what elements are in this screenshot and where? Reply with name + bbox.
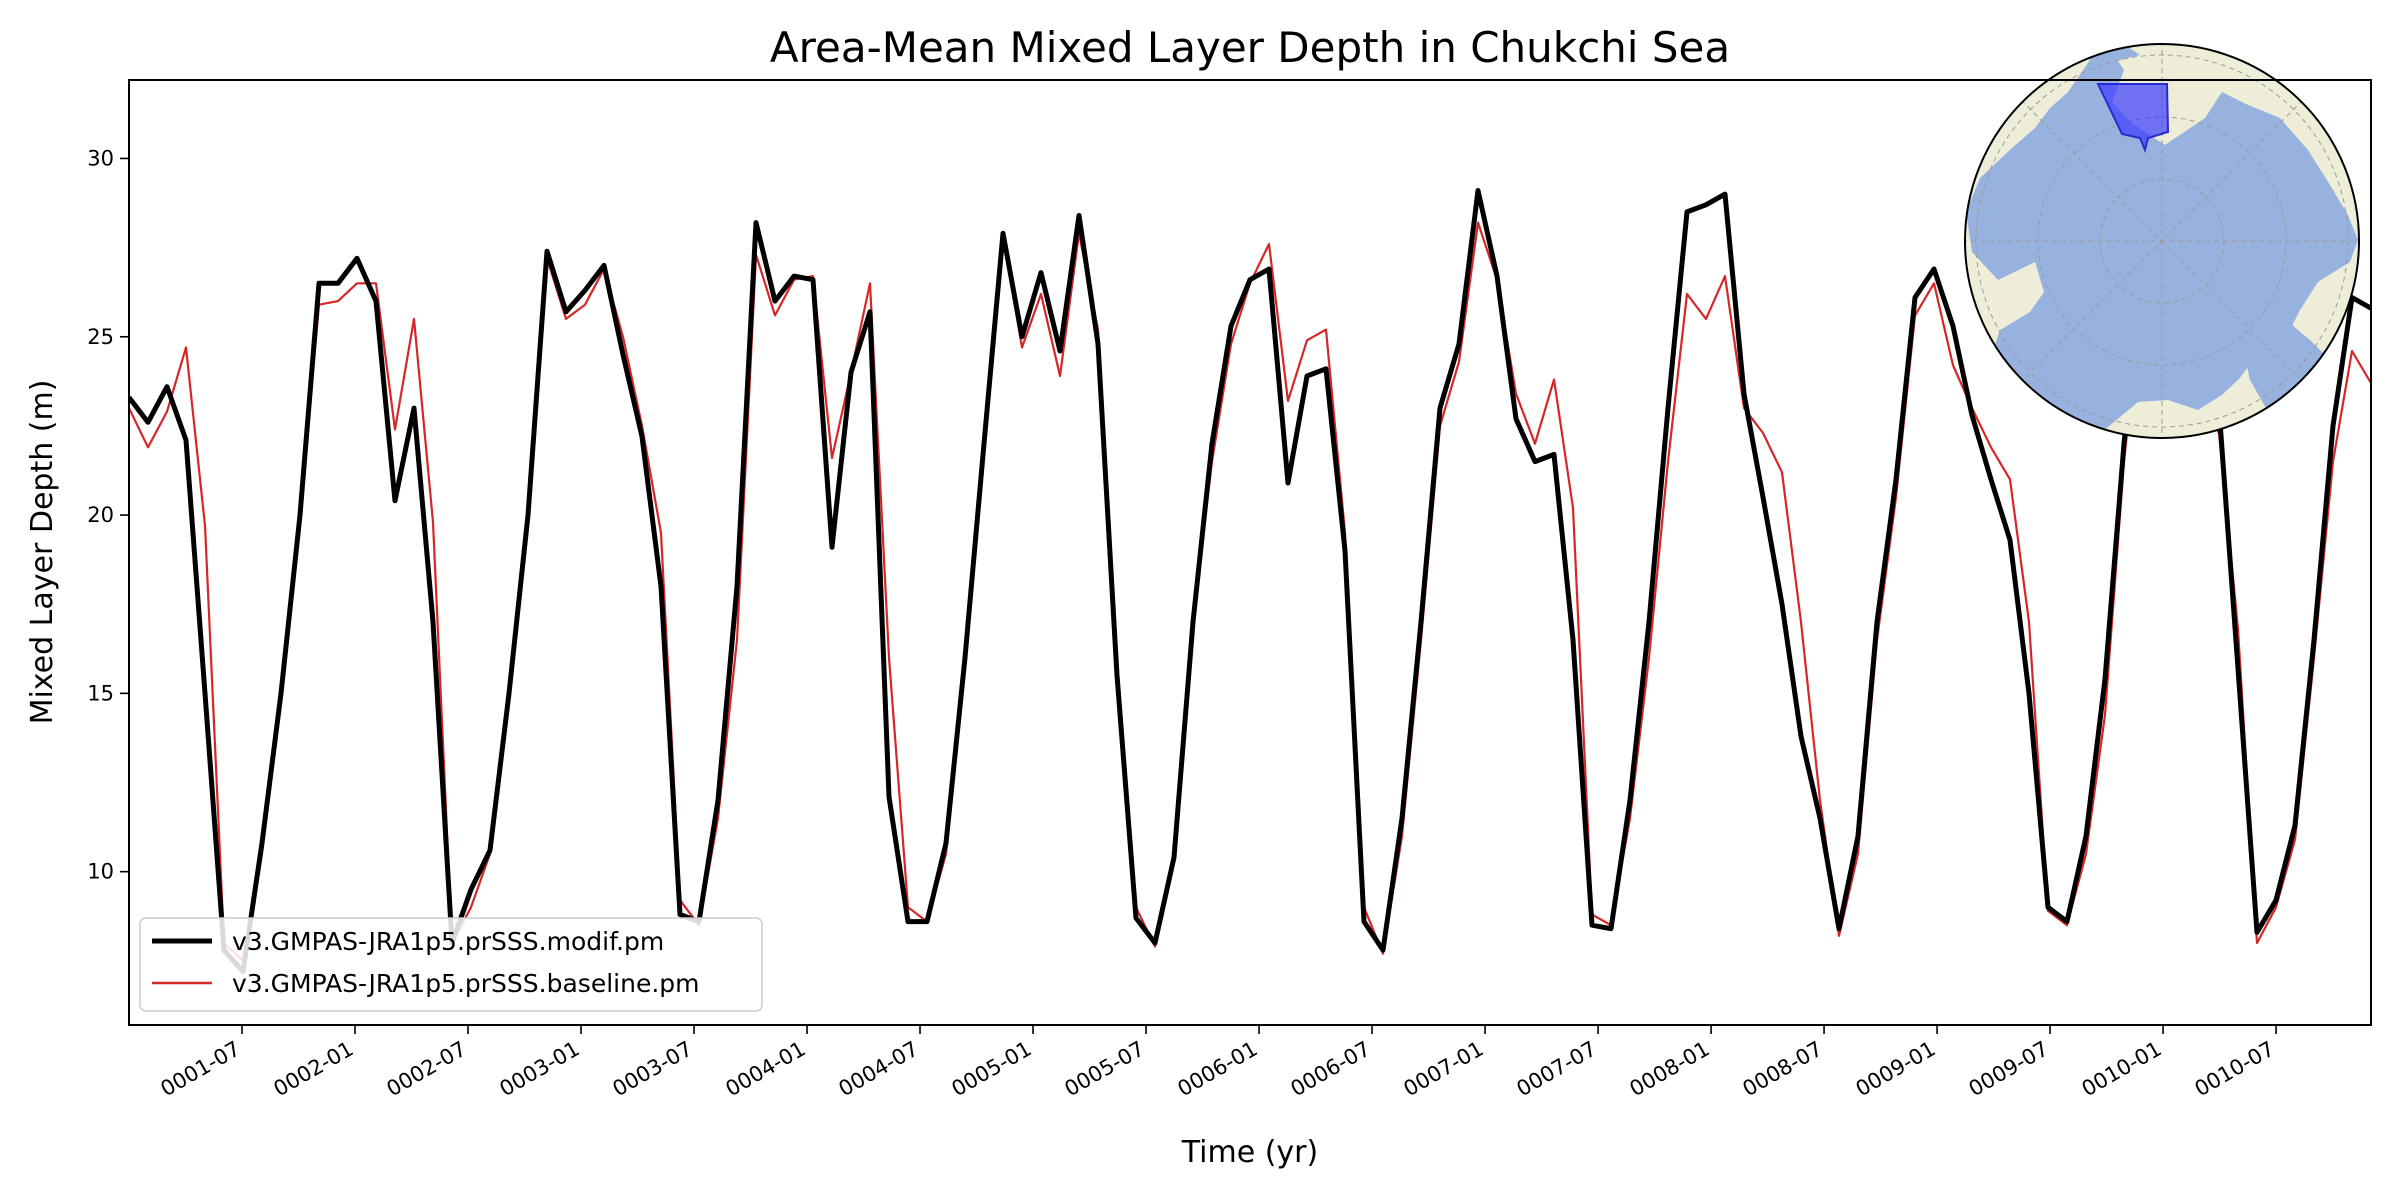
y-tick-label: 15: [87, 681, 114, 705]
series-line-modif: [129, 188, 2371, 974]
legend-label-modif: v3.GMPAS-JRA1p5.prSSS.modif.pm: [232, 927, 664, 956]
y-tick-label: 20: [87, 503, 114, 527]
plot-frame: [128, 79, 2372, 1026]
chukchi-sea-region: [2096, 83, 2170, 154]
chart-title: Area-Mean Mixed Layer Depth in Chukchi S…: [770, 23, 1730, 72]
legend-box: [139, 917, 763, 1012]
map-graticule: [1965, 44, 2359, 438]
data-series: [129, 188, 2371, 974]
x-axis-title: Time (yr): [1181, 1135, 1318, 1170]
legend-label-baseline: v3.GMPAS-JRA1p5.prSSS.baseline.pm: [232, 969, 700, 998]
y-tick-label: 30: [87, 146, 114, 170]
y-tick-label: 25: [87, 325, 114, 349]
y-tick-label: 10: [87, 860, 114, 884]
y-axis-title: Mixed Layer Depth (m): [25, 380, 60, 725]
legend: v3.GMPAS-JRA1p5.prSSS.modif.pm v3.GMPAS-…: [139, 917, 763, 1012]
arctic-inset-map: [1964, 43, 2360, 439]
